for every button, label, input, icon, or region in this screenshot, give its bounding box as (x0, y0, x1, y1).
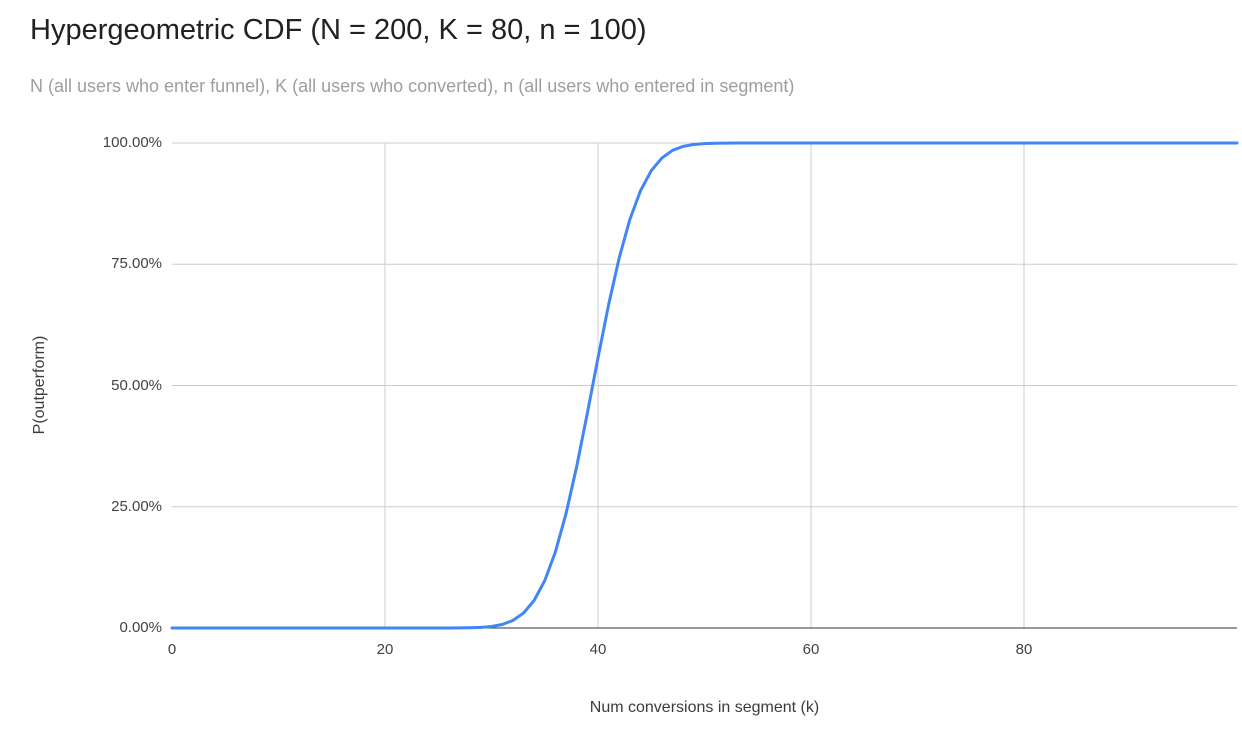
cdf-line-chart (170, 141, 1239, 630)
chart-subtitle: N (all users who enter funnel), K (all u… (30, 76, 795, 96)
cdf-series-line (170, 141, 1239, 630)
y-axis-title: P(outperform) (31, 335, 48, 435)
x-tick-label: 20 (376, 641, 394, 658)
y-tick-label: 100.00% (102, 134, 162, 151)
x-tick-label: 80 (1015, 641, 1033, 658)
x-tick-label: 40 (589, 641, 607, 658)
x-tick-label: 60 (802, 641, 820, 658)
y-tick-label: 50.00% (111, 376, 162, 394)
x-axis-title: Num conversions in segment (k) (589, 699, 820, 716)
y-tick-label: 0.00% (119, 619, 162, 636)
chart-title: Hypergeometric CDF (N = 200, K = 80, n =… (30, 14, 647, 46)
x-tick-label: 0 (167, 641, 177, 658)
plot-area (170, 141, 1239, 630)
y-tick-label: 75.00% (111, 255, 162, 273)
y-tick-label: 25.00% (111, 497, 162, 515)
